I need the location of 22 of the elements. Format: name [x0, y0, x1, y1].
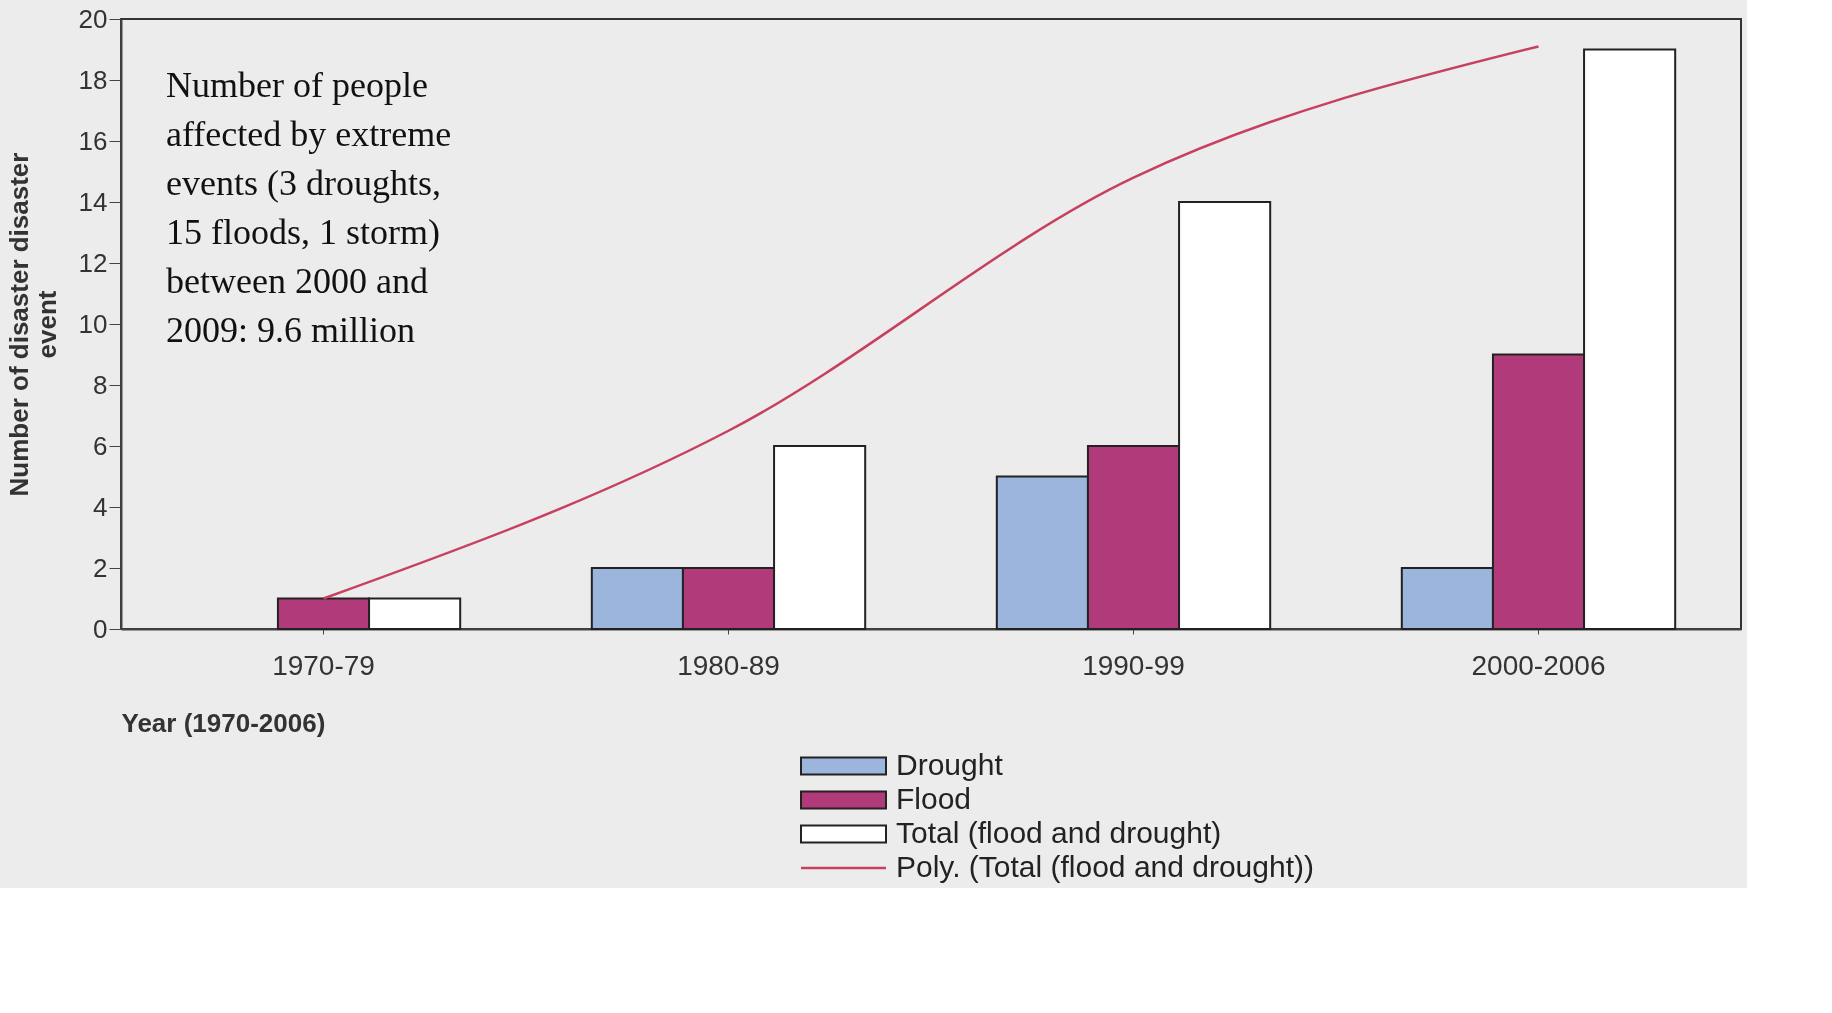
- y-tick-label: 14: [78, 186, 108, 217]
- legend-label: Total (flood and drought): [896, 815, 1222, 849]
- y-tick-label: 20: [78, 3, 108, 34]
- y-axis-title: Number of disaster disaster event: [3, 152, 62, 497]
- y-tick-label: 18: [78, 64, 108, 95]
- y-tick-label: 10: [78, 308, 108, 339]
- y-tick-label: 4: [93, 491, 108, 522]
- y-tick-label: 6: [93, 430, 108, 461]
- y-tick-label: 2: [93, 552, 108, 583]
- y-tick-label: 16: [78, 125, 108, 156]
- x-tick-label: 1970-79: [272, 649, 375, 681]
- x-axis-title: Year (1970-2006): [121, 707, 326, 738]
- x-tick-label: 1990-99: [1082, 649, 1185, 681]
- y-tick-label: 12: [78, 247, 108, 278]
- legend-label: Flood: [896, 781, 972, 815]
- x-tick-label: 1980-89: [677, 649, 780, 681]
- legend-label: Poly. (Total (flood and drought)): [896, 849, 1314, 883]
- legend-label: Drought: [896, 747, 1004, 781]
- y-tick-label: 8: [93, 369, 108, 400]
- annotation: Number of people affected by extreme events (3 droughts, 15 floods, 1 storm) between 2000 and 2009: 9.6 million: [166, 65, 452, 350]
- y-tick-label: 0: [93, 613, 108, 644]
- x-tick-label: 2000-2006: [1471, 649, 1606, 681]
